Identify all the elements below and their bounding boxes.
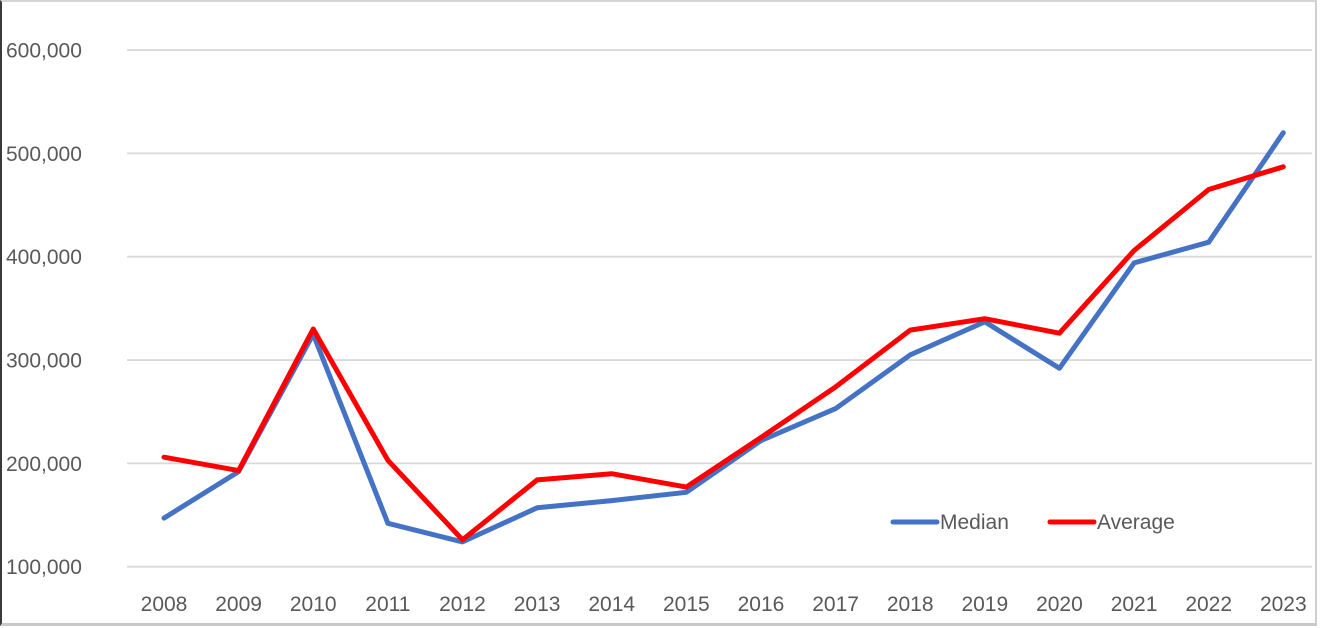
legend-median-label: Median xyxy=(940,511,1009,534)
legend: Median Average xyxy=(890,511,1175,534)
x-axis-labels: 2008 2009 2010 2011 2012 2013 2014 2015 2016 2017… xyxy=(141,593,1307,616)
x-axis-tick-label: 2018 xyxy=(887,593,934,616)
x-axis-tick-label: 2011 xyxy=(365,593,410,616)
x-axis-tick-label: 2014 xyxy=(588,593,635,616)
x-axis-tick-label: 2019 xyxy=(961,593,1008,616)
average-series-line xyxy=(161,164,1286,543)
y-axis-tick-label: 500,000 xyxy=(6,143,82,166)
legend-average-label: Average xyxy=(1097,511,1175,534)
x-axis-tick-label: 2008 xyxy=(141,593,188,616)
series-lines xyxy=(161,130,1286,545)
x-axis-tick-label: 2017 xyxy=(812,593,859,616)
x-axis-tick-label: 2009 xyxy=(215,593,262,616)
x-axis-tick-label: 2022 xyxy=(1185,593,1232,616)
x-axis-tick-label: 2023 xyxy=(1260,593,1307,616)
median-series-line xyxy=(161,130,1286,545)
x-axis-tick-label: 2015 xyxy=(663,593,710,616)
x-axis-tick-label: 2010 xyxy=(290,593,337,616)
x-axis-tick-label: 2016 xyxy=(738,593,785,616)
y-axis-tick-label: 200,000 xyxy=(6,453,82,476)
y-axis-tick-label: 100,000 xyxy=(6,556,82,579)
y-axis-tick-label: 400,000 xyxy=(6,246,82,269)
x-axis-tick-label: 2020 xyxy=(1036,593,1083,616)
x-axis-tick-label: 2013 xyxy=(514,593,561,616)
gridlines xyxy=(127,49,1312,568)
y-axis-labels: 100,000 200,000 300,000 400,000 500,000 600,0… xyxy=(6,40,82,580)
x-axis-tick-label: 2012 xyxy=(439,593,486,616)
y-axis-tick-label: 600,000 xyxy=(6,40,82,63)
x-axis-tick-label: 2021 xyxy=(1111,593,1158,616)
y-axis-tick-label: 300,000 xyxy=(6,350,82,373)
